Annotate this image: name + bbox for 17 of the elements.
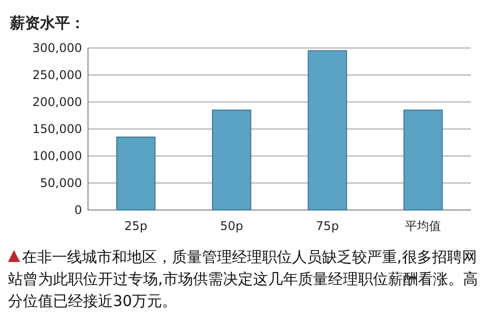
y-tick-label: 300,000 bbox=[32, 41, 82, 56]
y-tick-label: 50,000 bbox=[40, 176, 82, 190]
bar bbox=[308, 50, 348, 210]
y-tick-label: 100,000 bbox=[32, 149, 82, 164]
x-tick-label: 50p bbox=[220, 219, 244, 233]
y-tick-label: 200,000 bbox=[32, 95, 82, 110]
bar bbox=[212, 110, 252, 210]
bar bbox=[403, 110, 443, 210]
text: 在非一线城市和地区，质量管理经理职位人员缺乏较严重,很多招聘网站曾为此职位开过专场,市场供需决定这几年质量经理职位薪酬看涨。高分位值已经接近30万元。 bbox=[8, 248, 478, 310]
chart-title: 薪资水平： bbox=[9, 14, 85, 32]
y-tick-label: 250,000 bbox=[32, 68, 82, 82]
bar bbox=[116, 136, 156, 210]
y-tick-label: 0 bbox=[74, 203, 82, 218]
x-tick-label: 平均值 bbox=[405, 219, 442, 233]
y-tick-label: 150,000 bbox=[32, 122, 82, 136]
x-tick-label: 75p bbox=[316, 219, 339, 233]
x-tick-label: 25p bbox=[124, 219, 148, 233]
